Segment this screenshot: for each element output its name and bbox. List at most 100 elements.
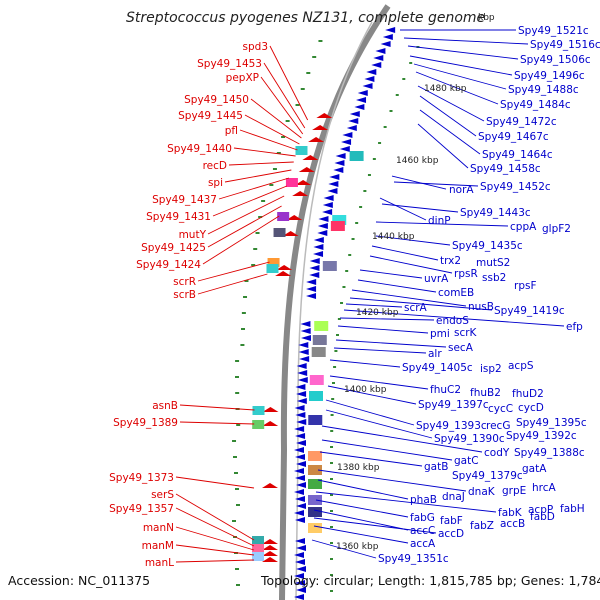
gene-label: Spy49_1458c: [470, 163, 541, 175]
position-tick: [330, 446, 334, 448]
reverse-gene-arrow: [300, 328, 311, 334]
reverse-gene-arrow: [334, 160, 345, 166]
gene-label: manM: [142, 540, 174, 552]
position-tick: [244, 280, 249, 282]
gene-label: rpsF: [514, 280, 537, 292]
reverse-gene-arrow: [296, 391, 307, 397]
reverse-gene-arrow: [317, 230, 328, 236]
leader-line: [207, 205, 282, 248]
position-tick: [276, 152, 281, 154]
reverse-gene-arrow: [298, 342, 309, 348]
position-tick: [367, 174, 371, 176]
gene-label: accD: [438, 528, 464, 540]
gene-label: Spy49_1379c: [452, 470, 523, 482]
leader-line: [351, 289, 467, 307]
leader-line: [325, 409, 433, 439]
position-tick: [236, 504, 240, 506]
kbp-label: 1480 kbp: [424, 84, 467, 94]
gene-label: Spy49_1425: [141, 242, 206, 254]
forward-gene-arrow: [282, 231, 299, 236]
leader-line: [359, 269, 423, 279]
reverse-gene-arrow: [318, 216, 329, 222]
gene-label: rpsR: [454, 268, 478, 280]
leader-line: [391, 175, 447, 190]
position-tick: [281, 136, 286, 138]
gene-label: endoS: [436, 315, 469, 327]
outer-backbone-arc: [279, 4, 391, 600]
feature-block: [266, 264, 279, 273]
gene-label: isp2: [480, 363, 502, 375]
gene-label: dnaK: [468, 486, 496, 498]
reverse-gene-arrow: [295, 475, 305, 481]
leader-line: [175, 476, 255, 489]
forward-gene-arrow: [275, 271, 292, 276]
position-tick: [234, 472, 238, 474]
kbp-label: kbp: [478, 13, 495, 23]
reverse-gene-arrow: [295, 433, 306, 439]
gene-label: dnaJ: [442, 491, 465, 503]
leader-line: [317, 469, 467, 492]
leader-line: [175, 544, 255, 556]
leader-line: [337, 325, 429, 334]
reverse-gene-arrow: [327, 188, 338, 194]
leader-line: [333, 347, 427, 354]
inner-backbone-arc: [295, 21, 373, 600]
leader-line: [419, 95, 477, 137]
leader-line: [228, 161, 294, 166]
position-tick: [383, 126, 387, 128]
gene-label: Spy49_1496c: [514, 70, 585, 82]
position-tick: [336, 334, 340, 336]
position-tick: [337, 318, 341, 320]
reverse-gene-arrow: [323, 195, 334, 201]
feature-stripe: [308, 479, 322, 489]
position-tick: [330, 542, 333, 544]
reverse-gene-arrow: [295, 496, 305, 502]
leader-line: [403, 37, 529, 45]
reverse-gene-arrow: [294, 426, 305, 432]
reverse-gene-arrow: [296, 482, 306, 488]
leader-line: [349, 297, 493, 311]
label-leader-lines: [175, 29, 565, 563]
reverse-gene-arrow: [306, 286, 317, 292]
leader-line: [175, 493, 255, 541]
leader-line: [343, 309, 565, 327]
gene-label: acpP: [528, 504, 553, 516]
reverse-gene-arrow: [294, 405, 305, 411]
reverse-gene-arrow: [348, 118, 359, 124]
position-tick: [330, 526, 333, 528]
gene-label: hrcA: [532, 482, 557, 494]
gene-label: Spy49_1395c: [516, 417, 587, 429]
position-tick: [235, 360, 240, 362]
leader-line: [315, 499, 409, 518]
reverse-gene-arrow: [356, 97, 367, 103]
feature-stripe: [349, 151, 364, 161]
gene-label: acpS: [508, 360, 534, 372]
gene-label: Spy49_1516c: [530, 39, 600, 51]
leader-line: [371, 245, 439, 261]
position-tick: [243, 296, 248, 298]
forward-gene-arrow: [308, 137, 325, 142]
map-title: Streptococcus pyogenes NZ131, complete g…: [126, 10, 485, 26]
gene-label: dinP: [428, 215, 451, 227]
kbp-label: 1360 kbp: [336, 542, 379, 552]
gene-label: Spy49_1388c: [514, 447, 585, 459]
reverse-gene-arrow: [300, 321, 311, 327]
gene-label: Spy49_1521c: [518, 25, 589, 37]
reverse-gene-arrow: [346, 125, 357, 131]
reverse-gene-arrow: [342, 132, 353, 138]
leader-line: [212, 185, 287, 217]
reverse-gene-arrow: [295, 517, 305, 523]
forward-gene-arrow: [262, 407, 279, 412]
gene-label: Spy49_1453: [197, 58, 262, 70]
gene-label: manL: [145, 557, 174, 569]
gene-label: Spy49_1443c: [460, 207, 531, 219]
gene-label: Spy49_1488c: [508, 84, 579, 96]
leader-line: [313, 517, 437, 534]
reverse-gene-arrow: [296, 545, 306, 551]
gene-label: Spy49_1437: [152, 194, 217, 206]
leader-line: [329, 375, 429, 390]
gene-label: pfl: [225, 125, 238, 137]
reverse-gene-arrow: [385, 27, 396, 33]
topology-text: Topology: circular; Length: 1,815,785 bp…: [260, 573, 600, 588]
